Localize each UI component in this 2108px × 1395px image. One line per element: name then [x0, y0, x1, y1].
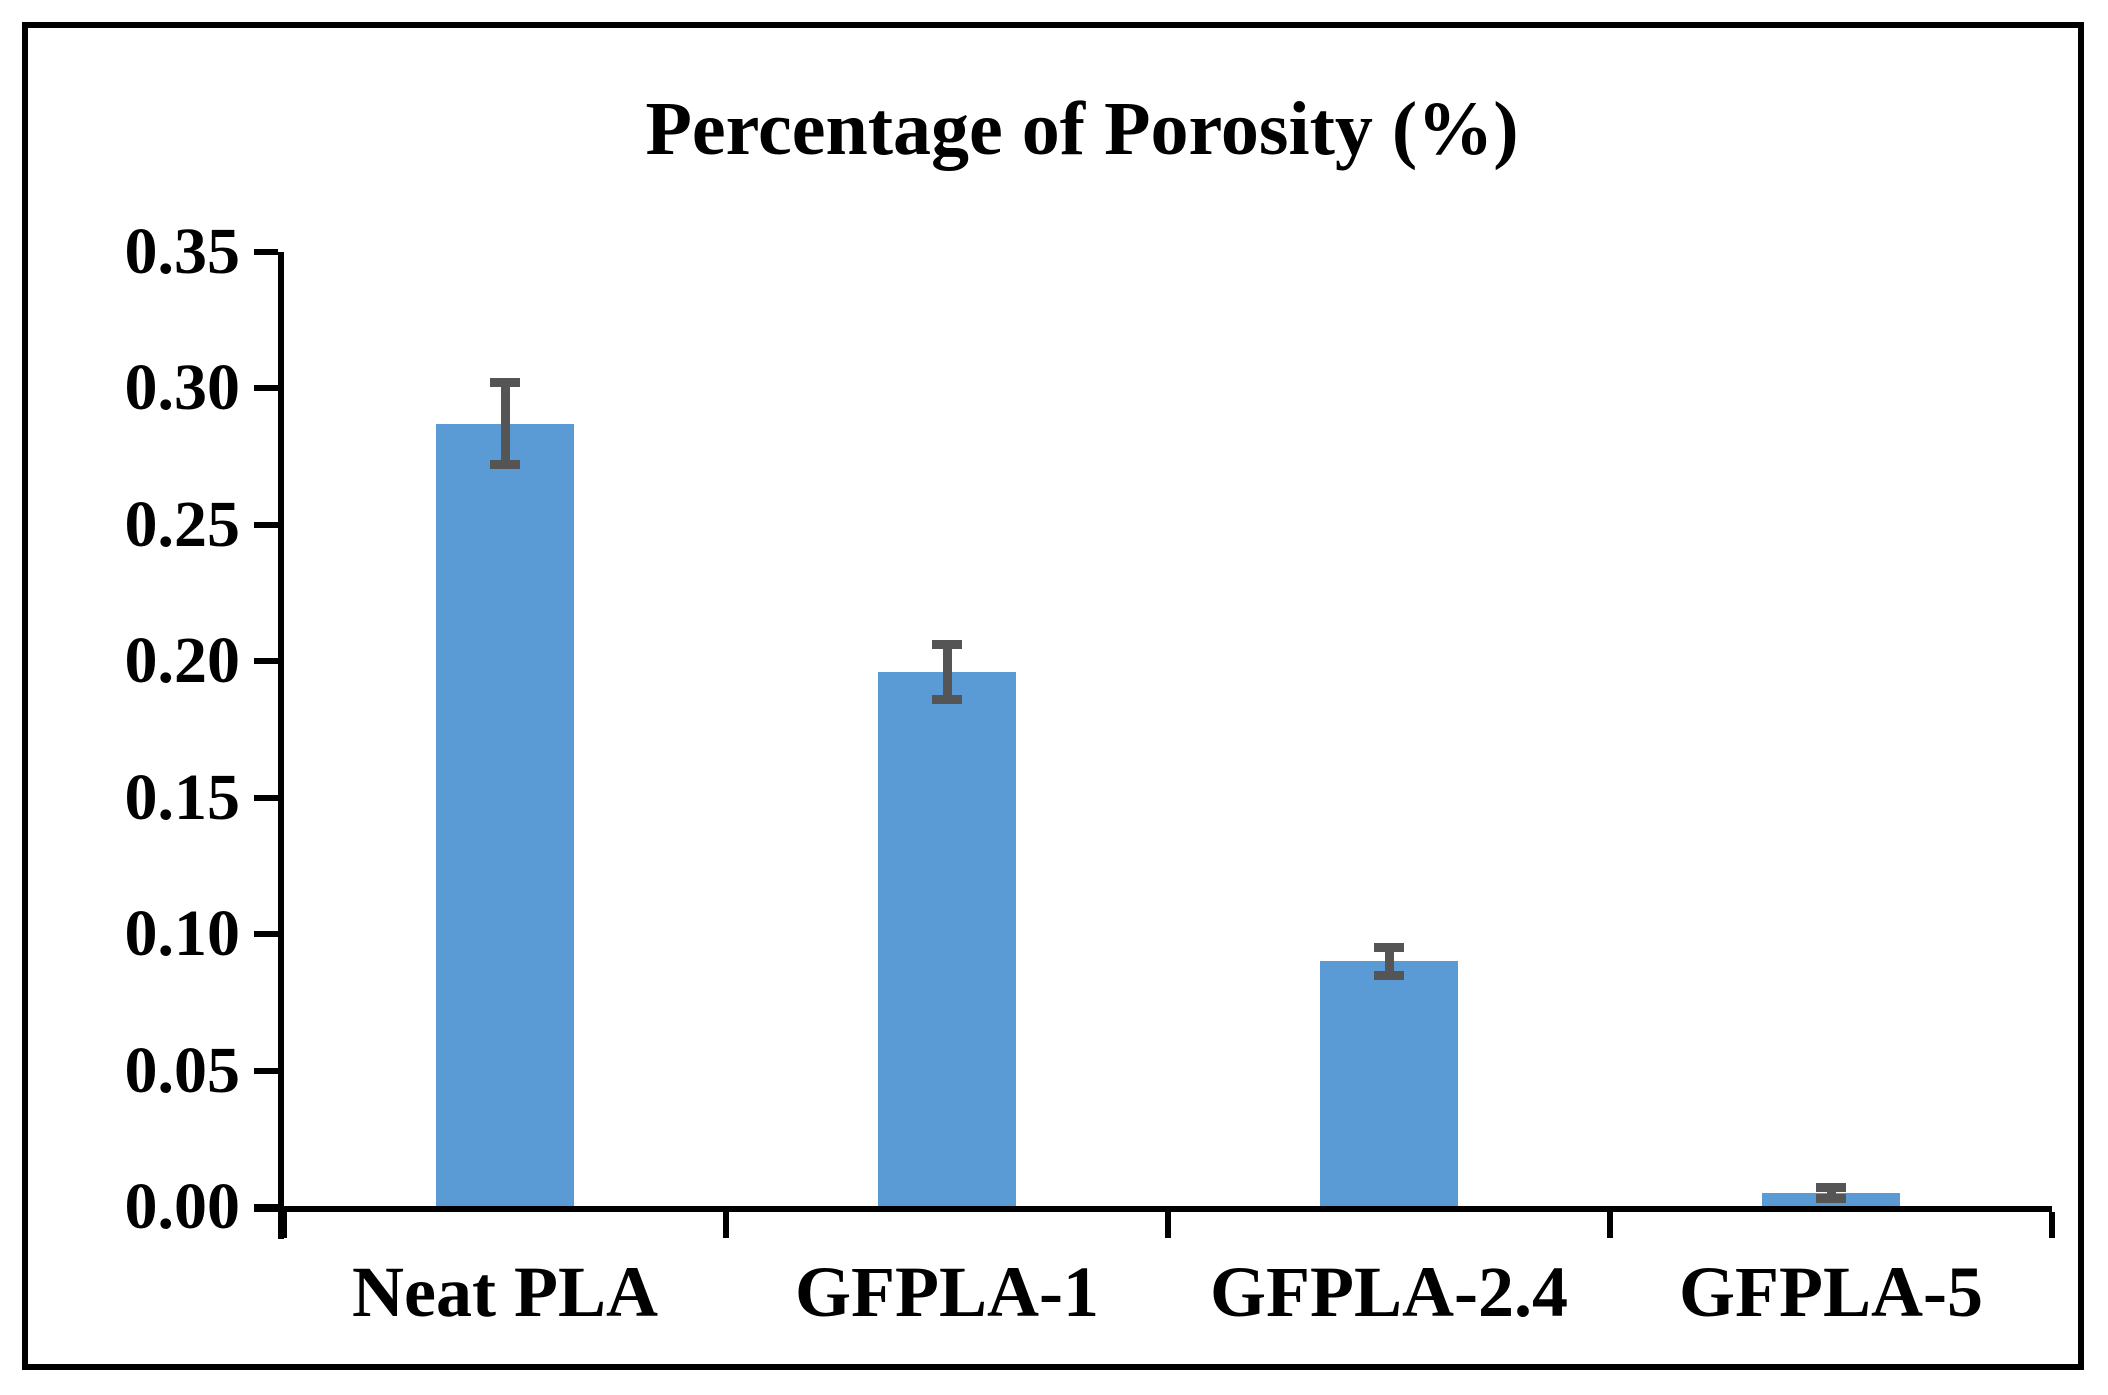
x-category-label-neat-pla: Neat PLA — [352, 1252, 658, 1332]
x-category-label-gfpla-1: GFPLA-1 — [795, 1252, 1099, 1332]
y-tick-0.10 — [254, 931, 278, 938]
y-tick-label-0.20: 0.20 — [124, 624, 241, 698]
error-bar-cap-bottom-gfpla-2-4 — [1374, 970, 1404, 980]
bar-gfpla-1 — [878, 672, 1016, 1207]
x-tick-0 — [281, 1212, 287, 1238]
y-tick-0.25 — [254, 521, 278, 528]
error-bar-line-neat-pla — [500, 382, 510, 465]
x-category-label-gfpla-5: GFPLA-5 — [1679, 1252, 1983, 1332]
error-bar-line-gfpla-2-4 — [1384, 947, 1394, 976]
error-bar-cap-top-gfpla-1 — [932, 640, 962, 650]
y-tick-label-0.15: 0.15 — [124, 760, 241, 834]
x-category-label-gfpla-2-4: GFPLA-2.4 — [1210, 1252, 1568, 1332]
y-tick-label-0.35: 0.35 — [124, 215, 241, 288]
error-bar-line-gfpla-5 — [1826, 1187, 1836, 1199]
y-tick-0.35 — [254, 249, 278, 255]
error-bar-cap-bottom-neat-pla — [490, 460, 520, 470]
y-axis-line — [278, 252, 284, 1239]
bar-neat-pla — [436, 423, 574, 1207]
y-tick-0.00 — [254, 1204, 278, 1210]
y-tick-label-0.30: 0.30 — [124, 351, 241, 425]
error-bar-cap-top-gfpla-2-4 — [1374, 943, 1404, 953]
error-bar-cap-top-gfpla-5 — [1816, 1183, 1846, 1193]
y-tick-label-0.05: 0.05 — [124, 1033, 241, 1107]
x-tick-1 — [723, 1212, 729, 1238]
y-tick-label-0.10: 0.10 — [124, 897, 241, 971]
y-tick-label-0.00: 0.00 — [124, 1170, 241, 1243]
chart-title: Percentage of Porosity (%) — [645, 87, 1519, 171]
x-tick-3 — [1607, 1212, 1613, 1238]
chart-frame: Percentage of Porosity (%) — [22, 22, 2084, 1370]
bar-gfpla-2-4 — [1320, 961, 1458, 1207]
y-tick-label-0.25: 0.25 — [124, 487, 241, 561]
error-bar-cap-top-neat-pla — [490, 378, 520, 388]
error-bar-cap-bottom-gfpla-5 — [1816, 1194, 1846, 1204]
y-tick-0.30 — [254, 385, 278, 392]
x-axis-line — [254, 1206, 2052, 1212]
y-tick-0.05 — [254, 1067, 278, 1074]
error-bar-line-gfpla-1 — [942, 644, 952, 700]
x-tick-4 — [2049, 1212, 2055, 1238]
y-tick-0.20 — [254, 658, 278, 665]
y-tick-0.15 — [254, 794, 278, 801]
error-bar-cap-bottom-gfpla-1 — [932, 694, 962, 704]
x-tick-2 — [1165, 1212, 1171, 1238]
